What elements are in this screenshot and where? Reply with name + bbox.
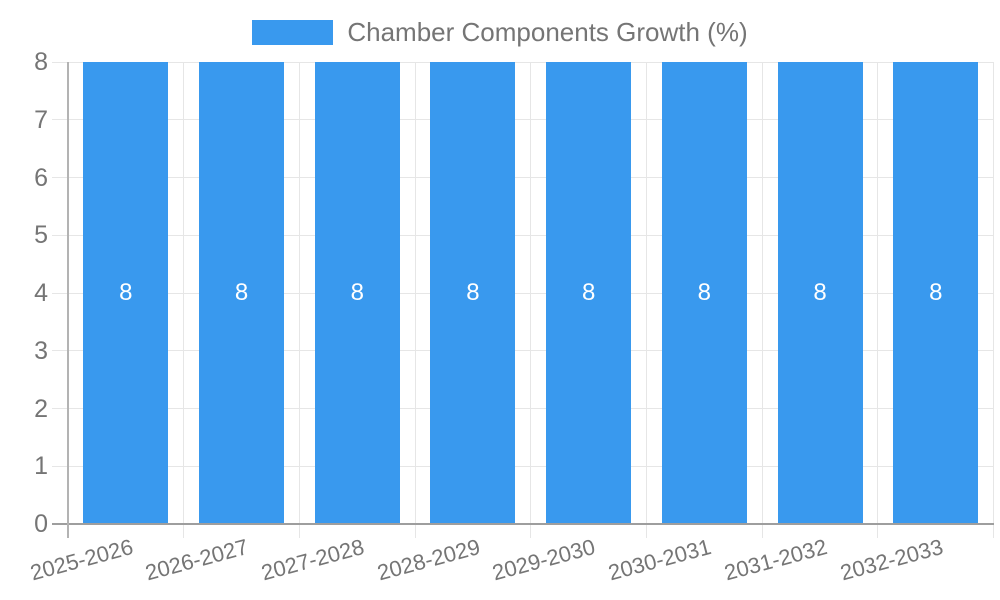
gridline-vertical [993,62,995,538]
gridline-vertical [761,62,763,538]
bar[interactable] [199,62,285,524]
gridline-horizontal [52,119,994,121]
x-axis-line [52,523,994,525]
x-axis-tick-label: 2031-2032 [721,534,830,586]
legend-swatch [252,19,334,45]
x-axis-tick-label: 2025-2026 [27,534,136,586]
x-axis-tick-label: 2026-2027 [142,534,252,586]
y-axis-tick-label: 1 [34,452,48,481]
gridline-vertical [877,62,879,538]
y-axis-tick-label: 2 [34,394,48,423]
bar-value-label: 8 [813,279,827,306]
gridline-horizontal [52,292,994,294]
gridline-horizontal [52,61,994,63]
bar[interactable] [893,62,979,524]
legend-label: Chamber Components Growth (%) [347,17,748,47]
gridline-horizontal [52,350,994,352]
bar-value-label: 8 [119,279,133,306]
gridline-vertical [183,62,185,538]
y-axis-tick-label: 0 [34,510,48,538]
bar[interactable] [777,62,863,524]
y-axis-tick-label: 4 [34,279,48,307]
gridline-horizontal [52,408,994,409]
gridline-vertical [530,62,532,538]
gridline-vertical [298,62,300,538]
bar-value-label: 8 [234,279,249,306]
gridline-horizontal [52,234,994,236]
bar[interactable] [661,62,747,524]
y-axis-tick-label: 6 [34,163,48,192]
bar-value-label: 8 [697,279,712,306]
x-axis-tick-label: 2028-2029 [374,534,483,586]
bar-value-label: 8 [581,279,596,306]
bar[interactable] [83,62,169,524]
gridline-horizontal [52,177,994,178]
gridline-vertical [414,62,416,538]
bar[interactable] [430,62,516,524]
chart-legend[interactable]: Chamber Components Growth (%) [0,17,1000,47]
bar-value-label: 8 [350,279,364,306]
y-axis-tick-label: 5 [34,221,48,250]
y-axis-tick-label: 3 [34,336,48,365]
gridline-horizontal [52,465,994,467]
x-axis-tick-label: 2032-2033 [837,534,946,586]
y-axis-tick-label: 8 [34,48,48,76]
x-axis-tick-label: 2030-2031 [605,534,714,586]
y-axis-tick-label: 7 [34,105,48,134]
bar-value-label: 8 [929,279,943,306]
x-axis-tick-label: 2029-2030 [490,534,599,586]
gridline-vertical [646,62,647,538]
x-axis-tick-label: 2027-2028 [258,534,367,586]
bar[interactable] [546,62,632,524]
bar[interactable] [314,62,400,524]
bar-value-label: 8 [466,279,480,306]
y-axis-line [67,62,69,538]
